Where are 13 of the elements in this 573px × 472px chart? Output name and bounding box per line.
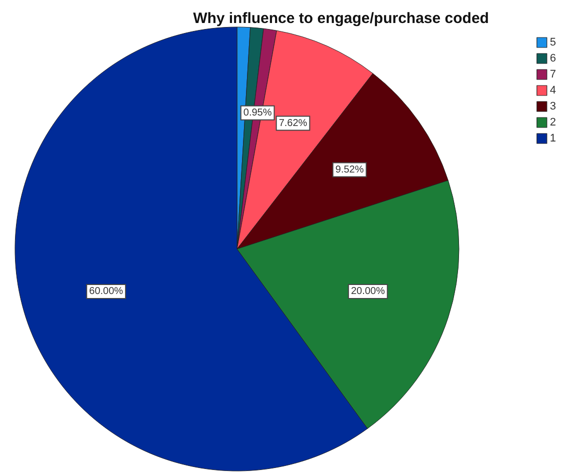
legend-label: 1 xyxy=(550,132,556,144)
data-label: 9.52% xyxy=(335,164,364,176)
data-label: 60.00% xyxy=(89,286,124,298)
chart-title: Why influence to engage/purchase coded xyxy=(193,10,489,27)
legend-label: 6 xyxy=(550,52,556,64)
legend-label: 3 xyxy=(550,100,556,112)
legend-label: 4 xyxy=(550,84,556,96)
data-label: 7.62% xyxy=(278,118,308,129)
data-label: 20.00% xyxy=(350,286,385,298)
legend-label: 2 xyxy=(550,116,556,128)
legend-label: 5 xyxy=(550,36,556,48)
legend-label: 7 xyxy=(550,68,556,80)
data-label: 0.95% xyxy=(243,107,272,118)
